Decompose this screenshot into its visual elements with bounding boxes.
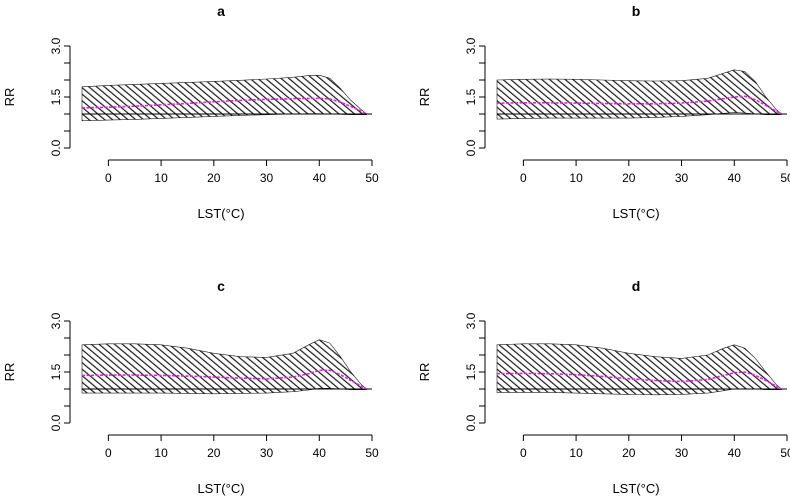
y-tick-label: 1.5 xyxy=(49,88,63,105)
plot-area: 0.0 1.5 3.0 0 10 20 30 40 50 xyxy=(464,37,790,185)
y-tick-label: 0.0 xyxy=(464,414,478,431)
y-tick-label: 1.5 xyxy=(49,363,63,380)
x-tick-label: 0 xyxy=(520,446,527,460)
y-tick-label: 1.5 xyxy=(464,363,478,380)
x-tick-label: 30 xyxy=(675,446,689,460)
x-tick-label: 10 xyxy=(569,171,583,185)
y-axis-label: RR xyxy=(417,88,432,107)
y-tick-label: 0.0 xyxy=(49,414,63,431)
x-tick-label: 40 xyxy=(313,446,327,460)
ci-band xyxy=(81,74,367,122)
y-tick-label: 3.0 xyxy=(49,312,63,329)
panel-title: c xyxy=(217,278,225,294)
x-tick-label: 30 xyxy=(675,171,689,185)
x-tick-label: 20 xyxy=(622,171,636,185)
panel-c: c RR LST(°C) 0.0 1.5 3.0 0 10 20 30 40 50 xyxy=(2,278,379,496)
y-tick-label: 3.0 xyxy=(49,37,63,54)
ci-band xyxy=(496,343,782,396)
x-tick-label: 10 xyxy=(154,171,168,185)
x-axis-label: LST(°C) xyxy=(612,481,659,496)
ci-band xyxy=(496,69,782,120)
y-axis-label: RR xyxy=(2,88,17,107)
panel-title: a xyxy=(217,3,225,19)
x-tick-label: 40 xyxy=(728,446,742,460)
plot-area: 0.0 1.5 3.0 0 10 20 30 40 50 xyxy=(464,312,790,460)
y-tick-label: 0.0 xyxy=(49,139,63,156)
x-tick-label: 20 xyxy=(622,446,636,460)
panel-title: d xyxy=(632,278,641,294)
y-tick-label: 3.0 xyxy=(464,37,478,54)
x-tick-label: 20 xyxy=(207,446,221,460)
x-tick-label: 10 xyxy=(154,446,168,460)
rr-line xyxy=(496,95,783,115)
plot-area: 0.0 1.5 3.0 0 10 20 30 40 50 xyxy=(49,37,379,185)
panel-title: b xyxy=(632,3,641,19)
x-tick-label: 40 xyxy=(313,171,327,185)
x-tick-label: 50 xyxy=(780,446,790,460)
y-tick-label: 0.0 xyxy=(464,139,478,156)
rr-line xyxy=(81,369,368,390)
panel-a: a RR LST(°C) 0.0 1.5 3.0 0 10 20 30 40 50 xyxy=(2,3,379,221)
y-tick-label: 3.0 xyxy=(464,312,478,329)
x-tick-label: 50 xyxy=(365,171,379,185)
x-tick-label: 40 xyxy=(728,171,742,185)
x-axis-label: LST(°C) xyxy=(197,206,244,221)
x-tick-label: 10 xyxy=(569,446,583,460)
x-tick-label: 0 xyxy=(520,171,527,185)
x-tick-label: 0 xyxy=(105,446,112,460)
x-tick-label: 0 xyxy=(105,171,112,185)
x-tick-label: 30 xyxy=(260,171,274,185)
x-tick-label: 20 xyxy=(207,171,221,185)
x-axis-label: LST(°C) xyxy=(197,481,244,496)
x-tick-label: 30 xyxy=(260,446,274,460)
y-tick-label: 1.5 xyxy=(464,88,478,105)
x-tick-label: 50 xyxy=(780,171,790,185)
panel-d: d RR LST(°C) 0.0 1.5 3.0 0 10 20 30 40 50 xyxy=(417,278,790,496)
y-axis-label: RR xyxy=(2,363,17,382)
plot-area: 0.0 1.5 3.0 0 10 20 30 40 50 xyxy=(49,312,379,460)
x-tick-label: 50 xyxy=(365,446,379,460)
panel-b: b RR LST(°C) 0.0 1.5 3.0 0 10 20 30 40 50 xyxy=(417,3,790,221)
y-axis-label: RR xyxy=(417,363,432,382)
rr-line xyxy=(81,97,368,115)
ci-band xyxy=(81,339,367,395)
rr-line xyxy=(496,371,783,390)
x-axis-label: LST(°C) xyxy=(612,206,659,221)
